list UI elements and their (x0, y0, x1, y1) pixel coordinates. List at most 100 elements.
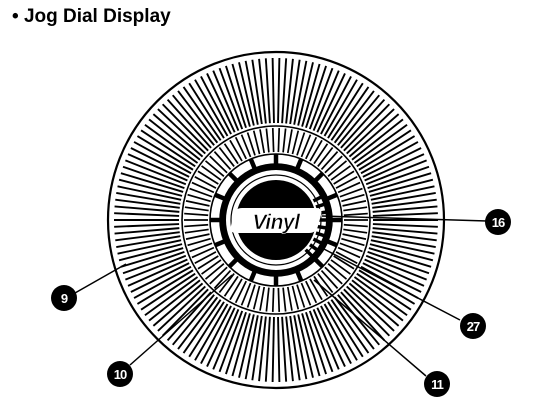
inner-segment-divider (214, 192, 226, 201)
middle-tick (333, 255, 355, 270)
outer-tick (144, 276, 199, 316)
outer-tick (297, 314, 314, 378)
middle-tick (330, 259, 351, 275)
outer-tick (358, 135, 416, 171)
outer-tick (117, 239, 182, 255)
outer-tick (333, 90, 375, 144)
leader-line-16 (321, 215, 488, 222)
middle-tick (187, 237, 211, 247)
heading-bullet: • (12, 6, 19, 27)
outer-tick (172, 294, 215, 346)
outer-tick (340, 291, 386, 342)
outer-tick (372, 231, 437, 242)
outer-tick (343, 288, 391, 337)
outer-tick (118, 178, 183, 197)
middle-tick (246, 132, 256, 156)
middle-tick (286, 129, 293, 154)
outer-tick (327, 82, 364, 139)
outer-tick (122, 165, 185, 189)
leader-line-9 (74, 263, 127, 294)
middle-tick (209, 266, 228, 285)
outer-tick (122, 251, 185, 275)
middle-tick (189, 187, 213, 198)
middle-tick (197, 170, 219, 185)
outer-tick (337, 94, 380, 146)
outer-tick (120, 172, 184, 193)
outer-tick (340, 98, 386, 149)
outer-tick (152, 282, 204, 327)
inner-segment-divider (314, 171, 325, 182)
middle-tick (320, 269, 339, 289)
leader-line-10 (129, 274, 233, 366)
outer-tick (353, 276, 408, 316)
inner-segment-divider (227, 171, 238, 182)
outer-tick (367, 165, 430, 189)
position-marker-dash (312, 194, 324, 203)
middle-tick (309, 139, 323, 162)
middle-tick (185, 233, 210, 240)
callout-number-10: 10 (114, 367, 127, 382)
middle-tick (194, 176, 217, 189)
outer-tick (356, 272, 412, 311)
outer-tick (177, 90, 219, 144)
outer-tick (316, 307, 346, 367)
outer-tick (225, 311, 247, 375)
middle-tick (296, 132, 306, 156)
middle-tick (335, 251, 358, 264)
outer-tick (271, 58, 275, 124)
middle-tick (271, 128, 275, 153)
middle-tick (277, 128, 281, 153)
middle-tick (204, 263, 225, 280)
middle-tick (187, 193, 211, 203)
vinyl-logo-badge (230, 208, 322, 233)
outer-tick (125, 254, 187, 281)
middle-tick (197, 255, 219, 270)
middle-tick (342, 200, 367, 207)
middle-tick (327, 160, 348, 177)
outer-tick (264, 58, 271, 124)
middle-ring-outline (181, 125, 371, 315)
outer-tick (362, 262, 422, 293)
outer-tick (372, 223, 438, 228)
middle-tick (333, 170, 355, 185)
outer-tick (206, 307, 236, 367)
outer-tick (316, 73, 346, 133)
middle-tick (282, 287, 287, 312)
middle-tick (189, 242, 213, 253)
outer-tick (346, 108, 395, 155)
middle-tick (343, 223, 368, 228)
outer-tick (114, 212, 180, 217)
outer-tick (372, 205, 438, 213)
outer-tick (368, 247, 432, 268)
outer-tick (118, 243, 183, 262)
callout-badge-11: 11 (424, 371, 450, 397)
outer-tick (258, 58, 267, 124)
outer-tick (258, 316, 267, 382)
inner-segment-divider (248, 158, 257, 170)
outer-tick (370, 185, 435, 201)
middle-tick (327, 263, 348, 280)
inner-segment-divider (214, 239, 226, 248)
outer-tick (370, 239, 435, 255)
inner-segment-divider (314, 258, 325, 269)
outer-tick (212, 309, 240, 370)
outer-tick (116, 192, 181, 205)
outer-tick (114, 227, 180, 235)
outer-tick (308, 310, 334, 373)
outer-tick (312, 70, 340, 131)
middle-tick (265, 128, 270, 153)
middle-tick (184, 228, 209, 234)
middle-tick (337, 181, 361, 194)
outer-tick (320, 75, 352, 135)
outer-tick (206, 73, 236, 133)
heading-title: Jog Dial Display (23, 6, 171, 27)
leader-line-27 (321, 247, 461, 321)
middle-tick (246, 284, 256, 308)
outer-tick (281, 316, 288, 382)
middle-tick (300, 134, 312, 158)
outer-tick (116, 235, 181, 248)
outer-tick (348, 113, 400, 158)
outer-tick (148, 279, 201, 322)
outer-tick (330, 299, 370, 354)
